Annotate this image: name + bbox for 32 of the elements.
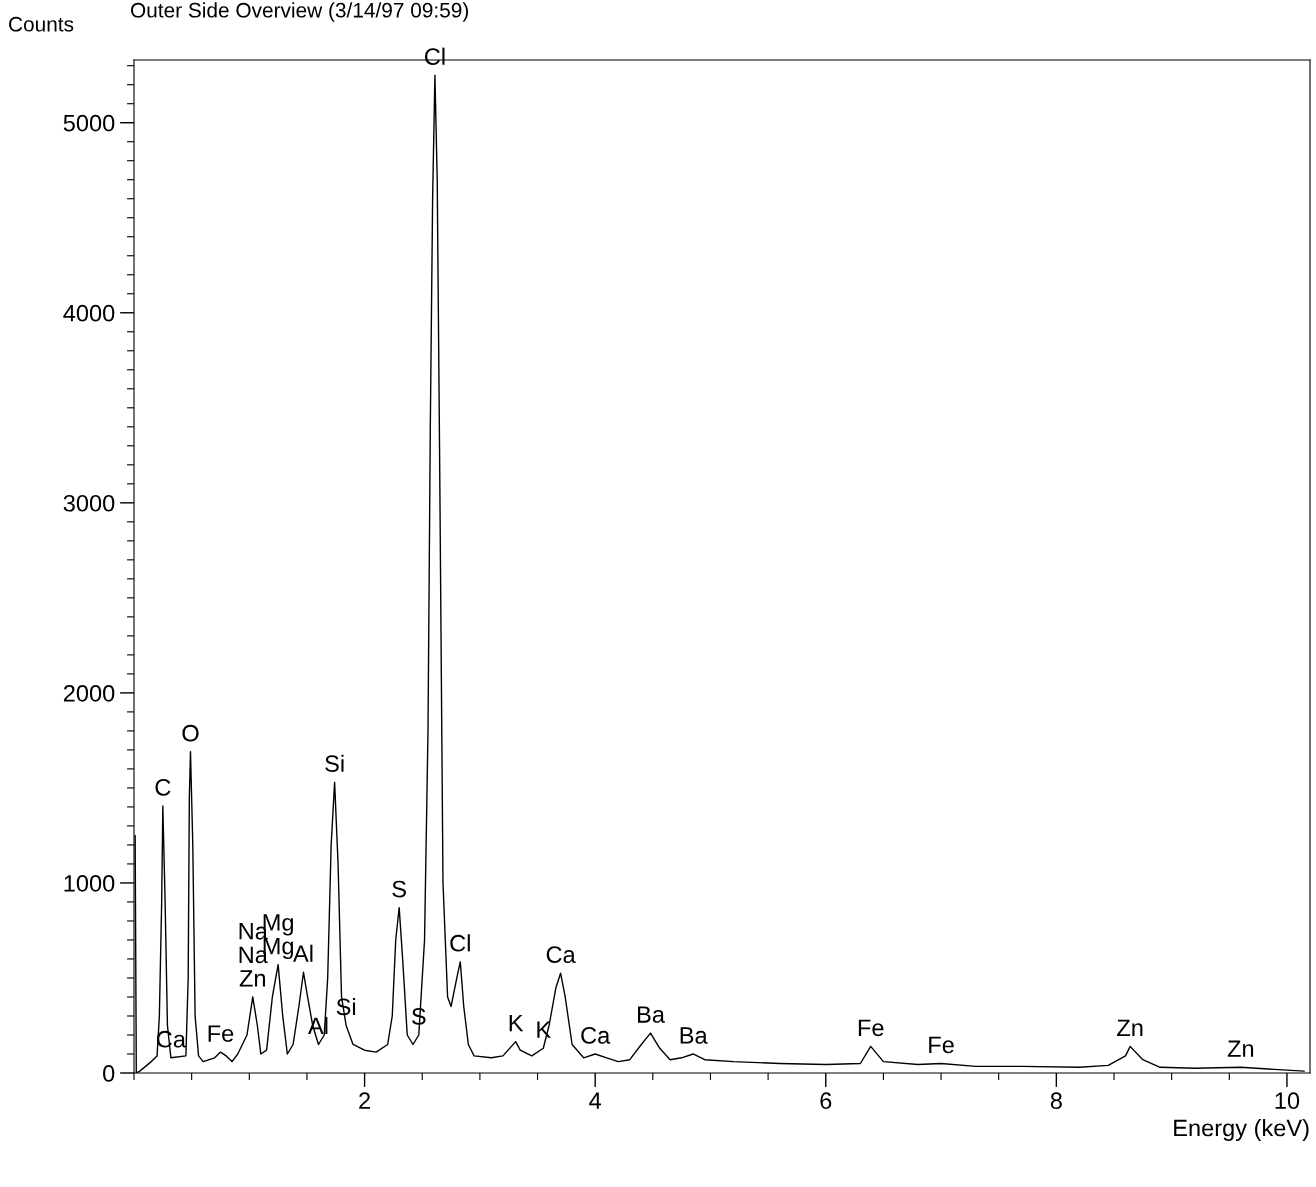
annotation: Ba	[638, 1006, 665, 1023]
annotation: C	[155, 779, 171, 796]
annotation: Cl	[424, 47, 445, 65]
y-tick-label: 3000	[63, 494, 115, 512]
annotation: Ca	[546, 946, 576, 963]
annotation: Al	[293, 944, 313, 962]
x-tick-label: 2	[359, 1092, 370, 1109]
annotation: Fe	[208, 1025, 234, 1042]
x-tick-label: 6	[820, 1092, 832, 1110]
annotation: Zn	[1117, 1019, 1143, 1036]
annotation: Cl	[450, 934, 470, 952]
y-tick-label: 5000	[63, 114, 115, 132]
annotation: Si	[325, 754, 344, 772]
annotation: Zn	[1227, 1040, 1254, 1057]
x-axis-title: Energy (keV)	[1174, 1118, 1309, 1142]
y-axis-title: Counts	[9, 16, 74, 32]
annotation: Fe	[858, 1019, 884, 1037]
x-tick-label: 8	[1050, 1092, 1062, 1110]
annotation: K	[509, 1014, 524, 1032]
annotation: Ca	[581, 1027, 611, 1044]
x-tick-label: 4	[589, 1092, 602, 1109]
annotation: O	[182, 724, 199, 742]
y-tick-label: 2000	[63, 684, 115, 702]
x-tick-label: 10	[1275, 1092, 1300, 1110]
chart-title: Outer Side Overview (3/14/97 09:59)	[130, 2, 468, 22]
annotation: S	[392, 880, 406, 898]
y-tick-label: 1000	[64, 875, 115, 892]
y-tick-label: 4000	[63, 304, 115, 322]
annotation: Zn	[239, 970, 265, 987]
annotation: Fe	[929, 1036, 954, 1054]
y-tick-label: 0	[103, 1065, 115, 1082]
annotation: Ba	[680, 1027, 708, 1044]
